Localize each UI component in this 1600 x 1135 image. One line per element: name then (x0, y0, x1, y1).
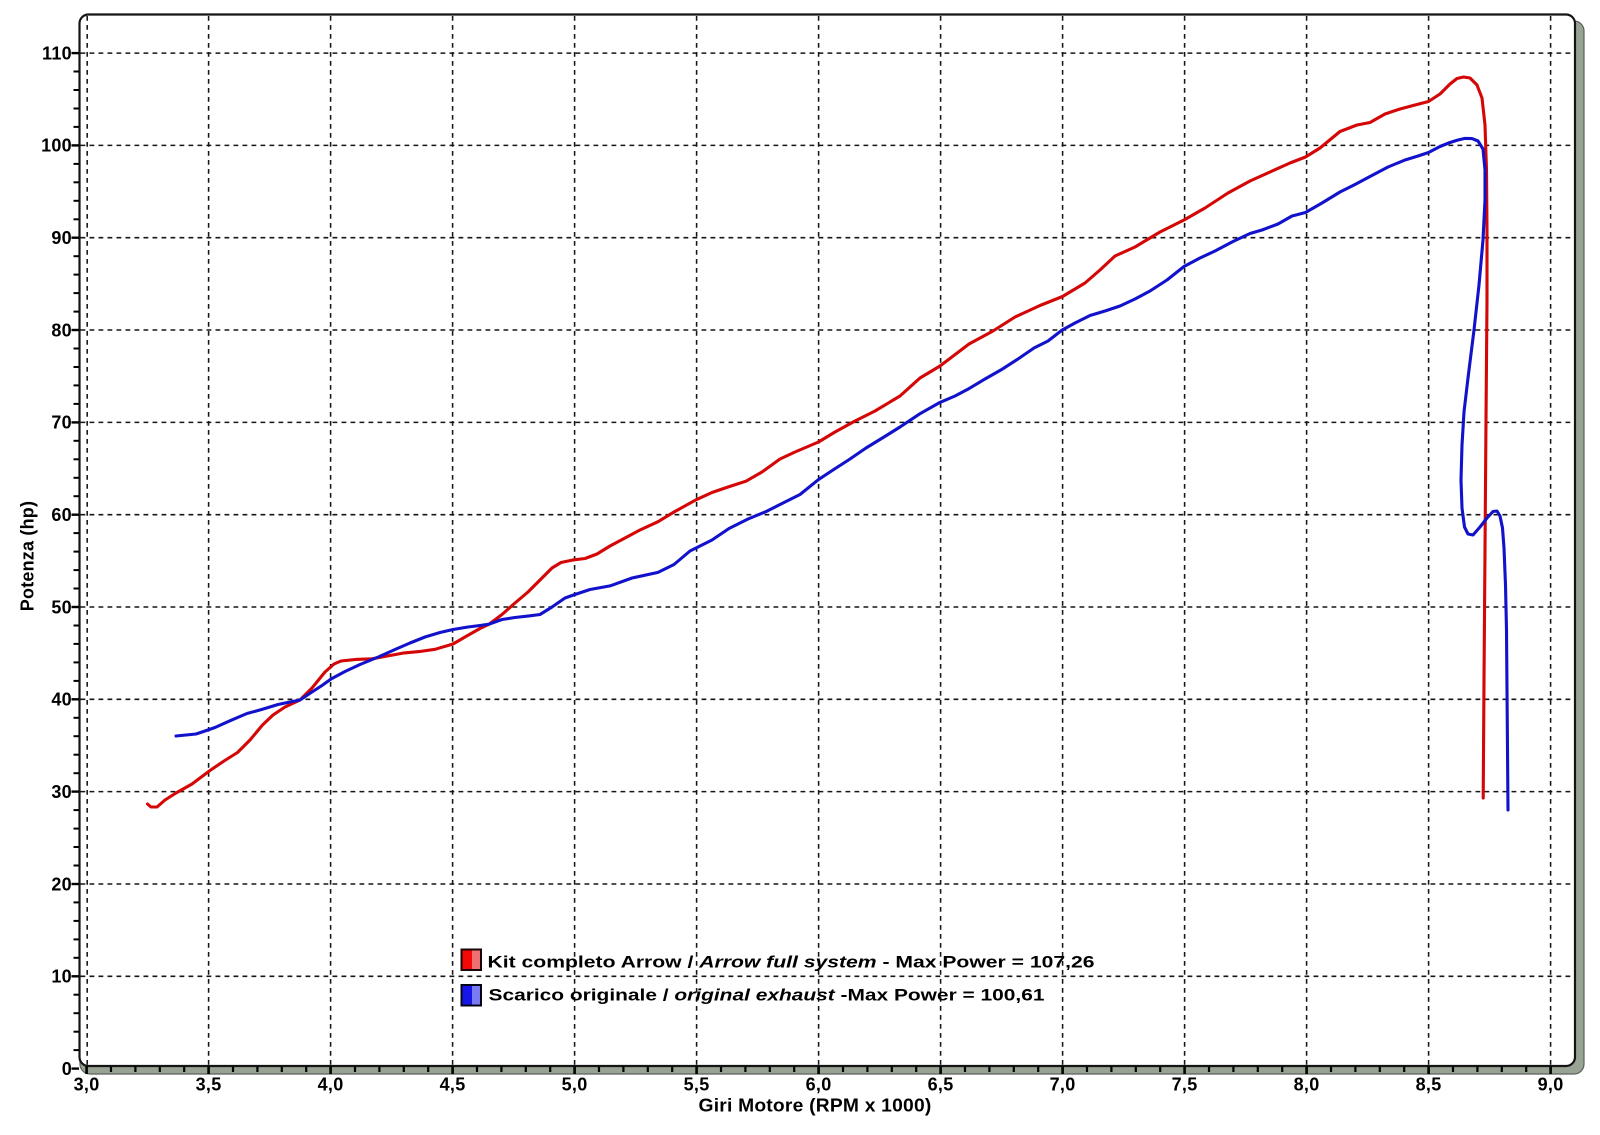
svg-text:20: 20 (51, 874, 72, 894)
svg-text:4,0: 4,0 (318, 1075, 344, 1095)
svg-text:8,0: 8,0 (1294, 1075, 1320, 1095)
svg-text:40: 40 (51, 690, 72, 710)
svg-text:10: 10 (51, 967, 72, 987)
svg-text:Potenza (hp): Potenza (hp) (18, 501, 38, 611)
svg-text:4,5: 4,5 (440, 1075, 466, 1095)
svg-text:30: 30 (51, 782, 72, 802)
svg-text:5,0: 5,0 (562, 1075, 588, 1095)
svg-text:9,0: 9,0 (1538, 1075, 1564, 1095)
svg-text:50: 50 (51, 597, 72, 617)
svg-text:70: 70 (51, 413, 72, 433)
svg-text:7,0: 7,0 (1050, 1075, 1076, 1095)
svg-text:0: 0 (62, 1059, 72, 1079)
svg-text:3,0: 3,0 (74, 1075, 100, 1095)
svg-text:80: 80 (51, 320, 72, 340)
svg-text:6,5: 6,5 (928, 1075, 954, 1095)
svg-text:3,5: 3,5 (196, 1075, 222, 1095)
svg-text:100: 100 (41, 136, 72, 156)
svg-text:90: 90 (51, 228, 72, 248)
svg-text:60: 60 (51, 505, 72, 525)
svg-text:5,5: 5,5 (684, 1075, 710, 1095)
svg-text:7,5: 7,5 (1172, 1075, 1198, 1095)
svg-text:6,0: 6,0 (806, 1075, 832, 1095)
svg-text:Giri Motore (RPM x 1000): Giri Motore (RPM x 1000) (699, 1096, 932, 1116)
svg-text:Kit completo Arrow / Arrow ful: Kit completo Arrow / Arrow full system -… (488, 953, 1095, 972)
svg-text:110: 110 (42, 43, 72, 63)
svg-text:Scarico originale / original e: Scarico originale / original exhaust -Ma… (489, 986, 1045, 1005)
svg-text:8,5: 8,5 (1416, 1075, 1442, 1095)
